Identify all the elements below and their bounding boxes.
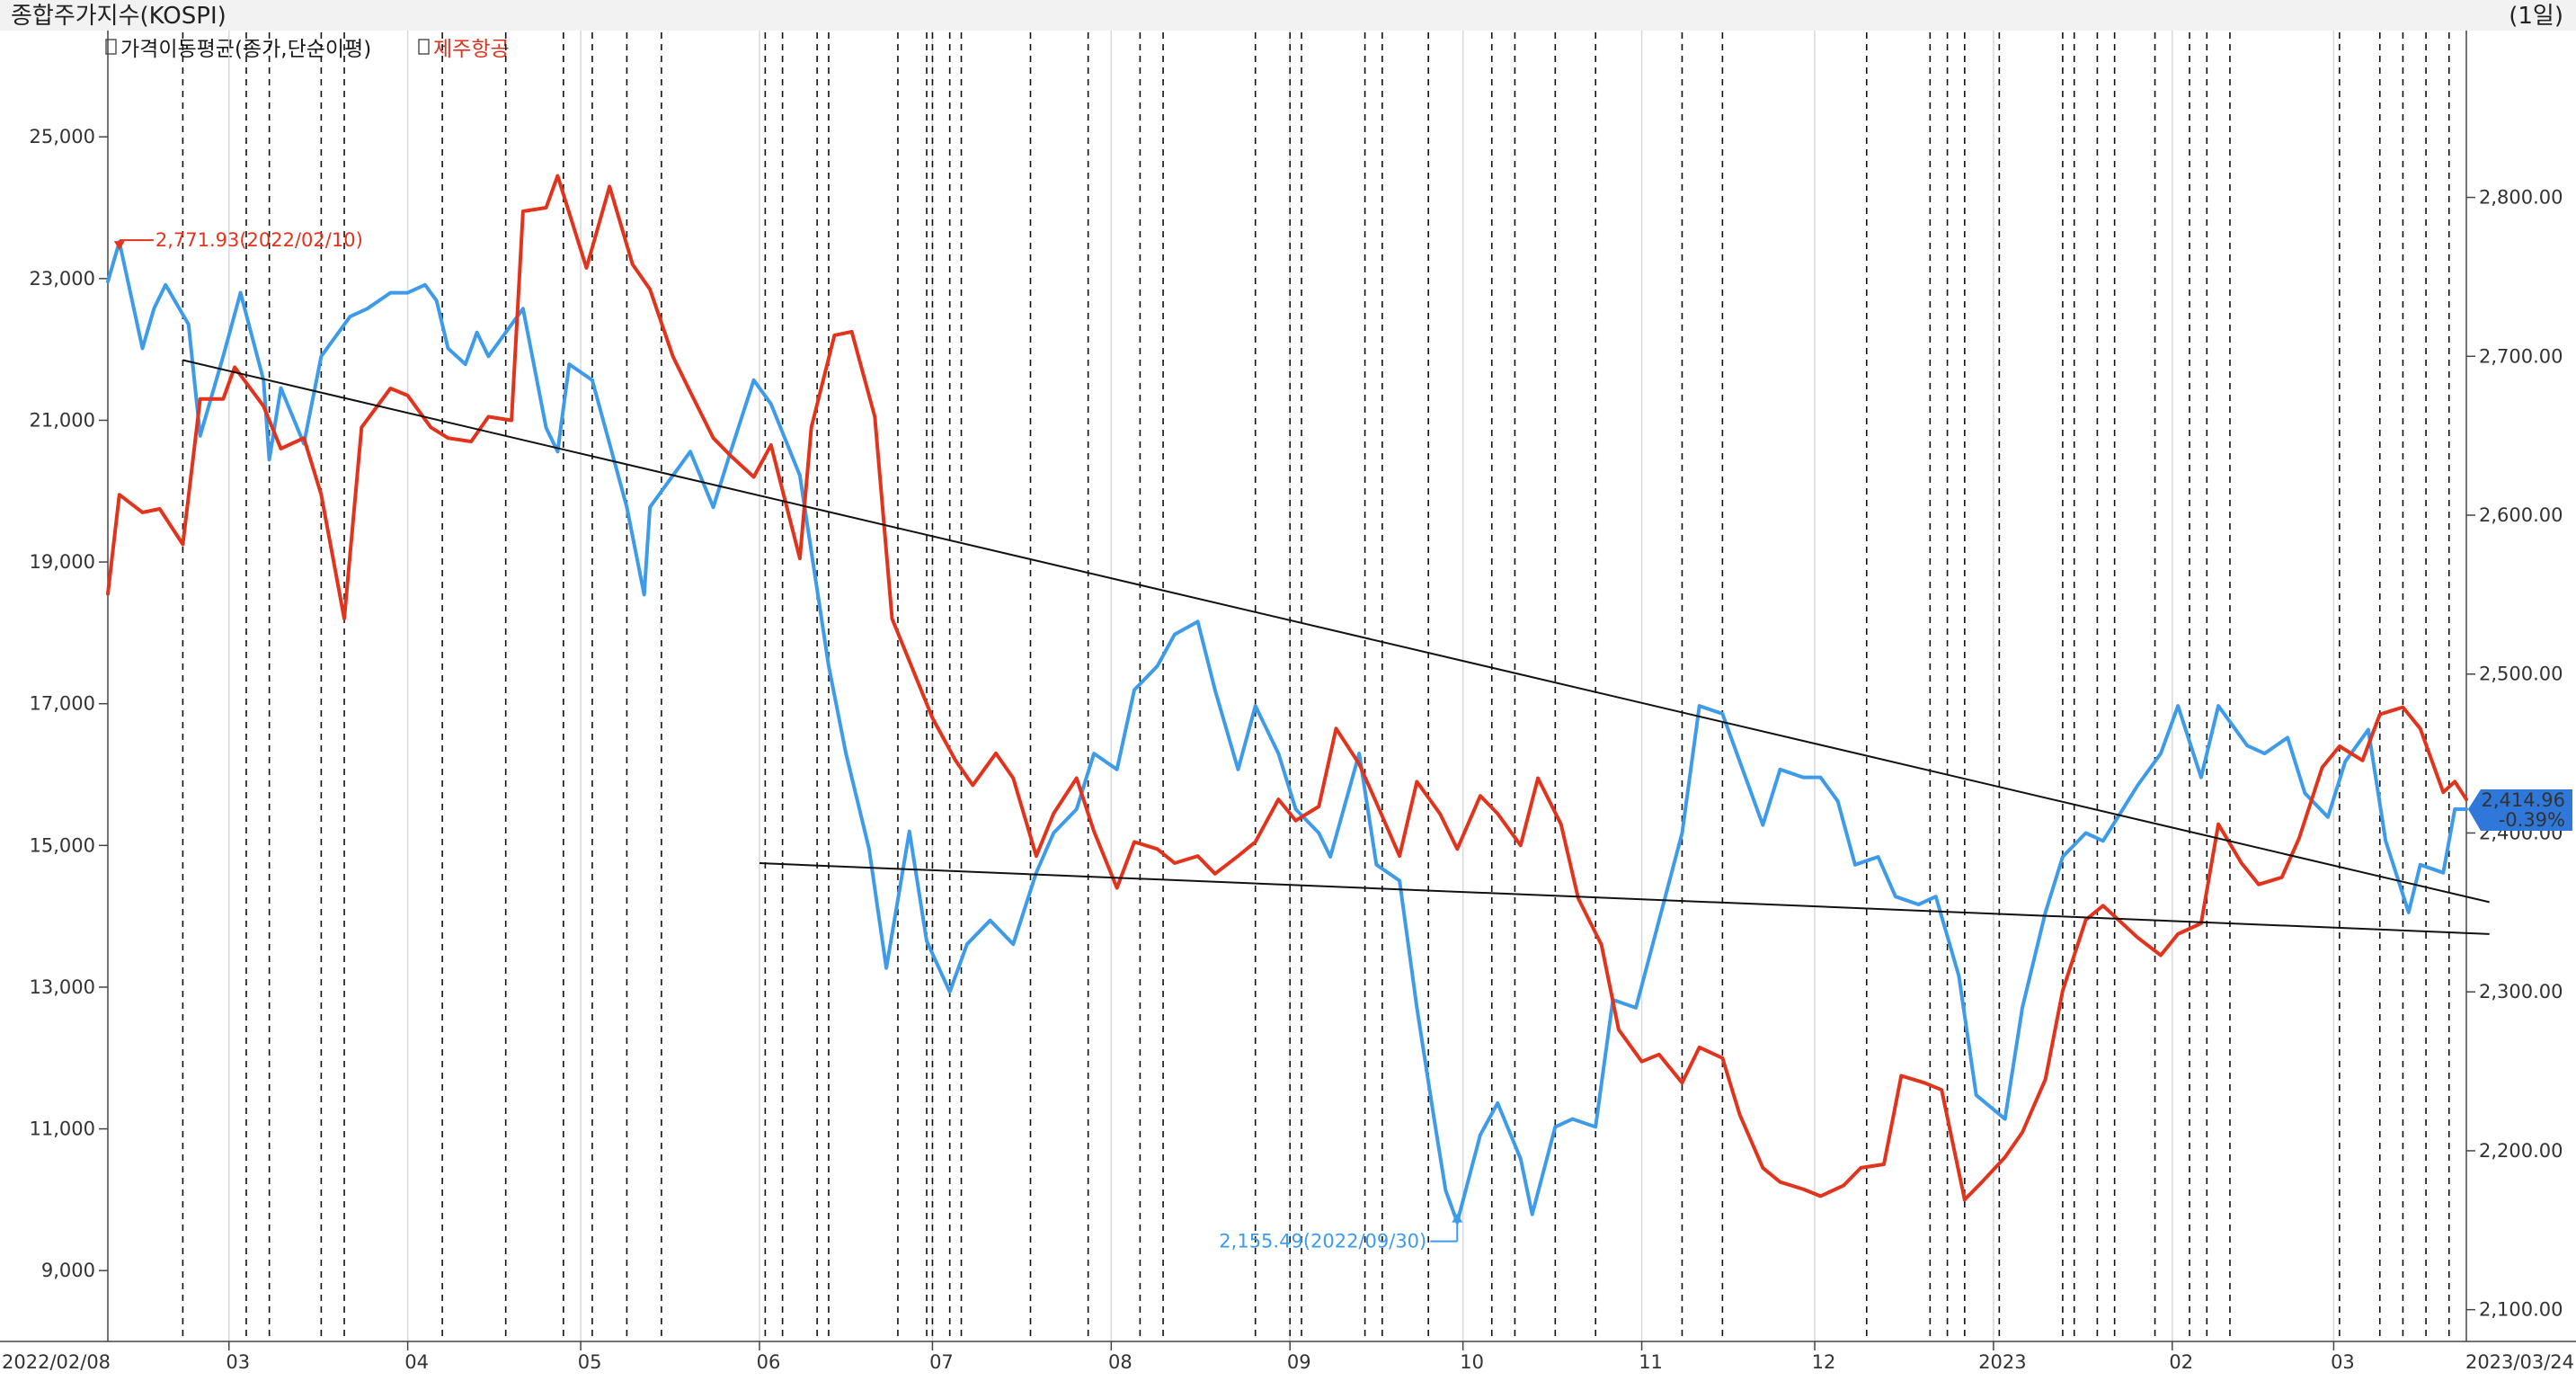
x-tick-label: 12 xyxy=(1812,1351,1836,1373)
right-tick-label: 2,800.00 xyxy=(2479,187,2563,209)
checkbox-icon[interactable] xyxy=(105,39,117,55)
series xyxy=(106,174,2468,1225)
x-tick-label: 03 xyxy=(2331,1351,2355,1373)
trendline-upper xyxy=(182,359,2490,904)
right-tick-label: 2,700.00 xyxy=(2479,345,2563,367)
right-tick-label: 2,600.00 xyxy=(2479,504,2563,526)
right-tick-label: 2,500.00 xyxy=(2479,664,2563,685)
high-label: 2,771.93(2022/02/10) xyxy=(155,229,363,251)
right-tick-label: 2,300.00 xyxy=(2479,981,2563,1002)
x-tick-label: 10 xyxy=(1460,1351,1484,1373)
stock-line xyxy=(106,174,2468,1202)
header-bar xyxy=(0,0,2576,31)
last-value-badge xyxy=(2468,789,2572,832)
right-tick-label: 2,200.00 xyxy=(2479,1140,2563,1162)
legend-item-ma[interactable]: 가격이동평균(종가,단순이평) xyxy=(105,38,371,61)
left-tick-label: 17,000 xyxy=(30,693,95,715)
checkbox-icon[interactable] xyxy=(418,39,430,55)
left-tick-label: 13,000 xyxy=(30,976,95,998)
left-tick-label: 19,000 xyxy=(30,551,95,573)
legend: 가격이동평균(종가,단순이평) 제주항공 xyxy=(105,38,510,61)
left-tick-label: 25,000 xyxy=(30,126,95,147)
chart-title: 종합주가지수(KOSPI) xyxy=(11,3,227,30)
x-tick-label: 2023 xyxy=(1978,1351,2026,1373)
last-value-label: 2,414.96 xyxy=(2481,789,2565,811)
low-label: 2,155.49(2022/09/30) xyxy=(1219,1231,1426,1252)
left-tick-label: 15,000 xyxy=(30,834,95,856)
x-tick-label: 08 xyxy=(1108,1351,1133,1373)
interval-label[interactable]: (1일) xyxy=(2509,3,2563,30)
legend-item-stock[interactable]: 제주항공 xyxy=(418,38,510,61)
x-tick-label: 2023/03/24 xyxy=(2465,1351,2574,1373)
x-tick-label: 09 xyxy=(1287,1351,1311,1373)
x-axis: 2022/02/08 03 04 05 06 07 08 09 10 11 12 2023 02 03 20… xyxy=(2,1341,2574,1373)
x-tick-label: 04 xyxy=(404,1351,429,1373)
x-tick-label: 2022/02/08 xyxy=(2,1351,111,1373)
right-tick-label: 2,100.00 xyxy=(2479,1299,2563,1321)
x-tick-label: 11 xyxy=(1639,1351,1663,1373)
trendline-lower xyxy=(759,862,2490,935)
left-tick-label: 23,000 xyxy=(30,268,95,290)
high-marker-triangle xyxy=(113,241,125,251)
annotations: 2,771.93(2022/02/10) 2,155.49(2022/09/30)… xyxy=(113,229,2572,1252)
kospi-line xyxy=(106,240,2468,1225)
x-tick-label: 02 xyxy=(2169,1351,2193,1373)
left-tick-label: 11,000 xyxy=(30,1118,95,1140)
legend-stock-label: 제주항공 xyxy=(433,38,510,61)
left-tick-label: 21,000 xyxy=(30,409,95,431)
left-tick-label: 9,000 xyxy=(41,1260,95,1281)
trendlines xyxy=(182,359,2490,935)
last-change-label: -0.39% xyxy=(2499,809,2565,831)
x-tick-label: 03 xyxy=(226,1351,250,1373)
x-tick-label: 05 xyxy=(578,1351,602,1373)
x-tick-label: 07 xyxy=(929,1351,954,1373)
left-axis: 25,000 23,000 21,000 19,000 17,000 15,000 13,0… xyxy=(30,126,108,1281)
x-tick-label: 06 xyxy=(757,1351,781,1373)
low-marker-triangle xyxy=(1452,1213,1463,1223)
